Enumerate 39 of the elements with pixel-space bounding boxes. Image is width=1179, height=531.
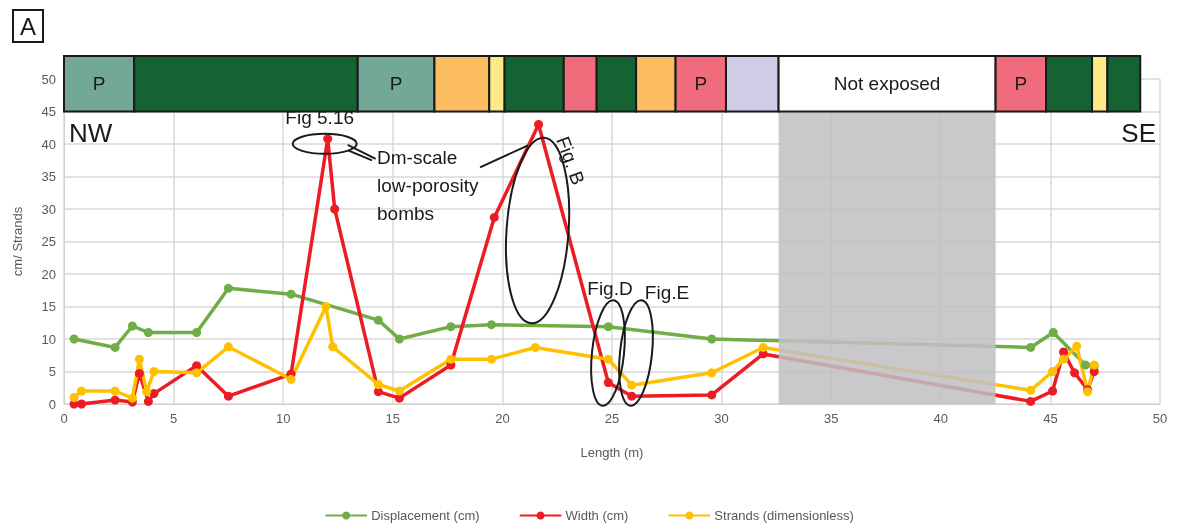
x-tick-label: 50: [1152, 411, 1168, 426]
y-tick-label: 40: [41, 136, 56, 152]
annotation: Fig. B: [552, 133, 589, 188]
x-tick-label: 40: [933, 411, 949, 426]
y-tick-label: 15: [41, 299, 56, 314]
annotation: SE: [1121, 118, 1156, 148]
x-tick-label: 10: [275, 411, 291, 426]
x-tick-label: 45: [1043, 411, 1058, 426]
y-tick-label: 45: [41, 104, 56, 119]
band-label: P: [92, 73, 106, 95]
legend-label: Displacement (cm): [371, 508, 480, 523]
x-tick-label: 5: [169, 411, 178, 426]
annotation: NW: [69, 118, 113, 148]
x-tick-label: 20: [495, 411, 510, 426]
y-tick-label: 50: [41, 71, 56, 87]
y-tick-label: 0: [48, 396, 56, 412]
annotation: Dm-scale low-porosity bombs: [377, 146, 484, 224]
legend-label: Width (cm): [565, 508, 629, 523]
band-label: P: [389, 73, 403, 95]
x-tick-label: 35: [823, 411, 839, 426]
y-tick-label: 10: [41, 331, 56, 347]
x-tick-label: 15: [385, 411, 401, 426]
legend-label: Strands (dimensionless): [714, 508, 854, 523]
y-axis-title: cm/ Strands: [10, 206, 25, 277]
x-tick-label: 30: [714, 411, 729, 426]
band-label: Not exposed: [833, 73, 941, 95]
y-tick-label: 20: [41, 266, 56, 282]
x-tick-label: 0: [60, 411, 68, 426]
x-tick-label: 25: [604, 411, 620, 426]
y-tick-label: 35: [41, 169, 56, 184]
band-label: P: [1014, 73, 1028, 95]
x-axis-title: Length (m): [580, 445, 644, 460]
text: A: [19, 12, 37, 40]
y-tick-label: 5: [48, 364, 56, 379]
y-tick-label: 30: [41, 201, 56, 217]
y-tick-label: 25: [41, 234, 56, 249]
annotation: Fig.E: [644, 281, 690, 303]
band-label: P: [694, 73, 708, 95]
annotation: Fig.D: [587, 277, 633, 299]
